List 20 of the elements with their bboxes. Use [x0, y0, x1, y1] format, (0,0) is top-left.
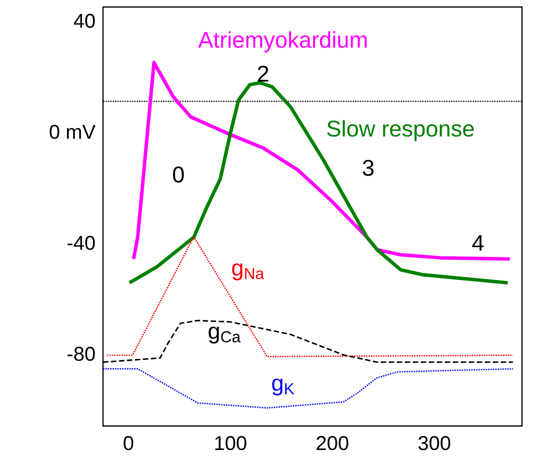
series-label: Atriemyokardium: [198, 31, 367, 52]
x-tick-label: 300: [418, 436, 450, 450]
y-tick-label: 0 mV: [50, 124, 96, 139]
x-tick-label: 200: [316, 436, 348, 450]
line-series: [132, 60, 512, 261]
annotation: 4: [472, 235, 484, 251]
line-series: [102, 368, 514, 409]
y-tick-label: 40: [74, 14, 95, 28]
series-label: g$_{Na}$: [232, 263, 264, 280]
series-label: g$_{Ca}$: [208, 326, 241, 344]
annotation: 3: [362, 160, 374, 176]
x-tick-label: 0: [124, 436, 134, 450]
series-label: g$_{K}$: [272, 378, 294, 396]
y-tick-label: -80: [68, 346, 95, 361]
line-series: [128, 81, 510, 285]
series-label: Slow response: [327, 120, 474, 142]
annotation: 0: [173, 166, 184, 183]
annotation: 2: [258, 66, 268, 82]
y-tick-label: -40: [68, 236, 95, 250]
x-tick-label: 100: [215, 436, 246, 450]
